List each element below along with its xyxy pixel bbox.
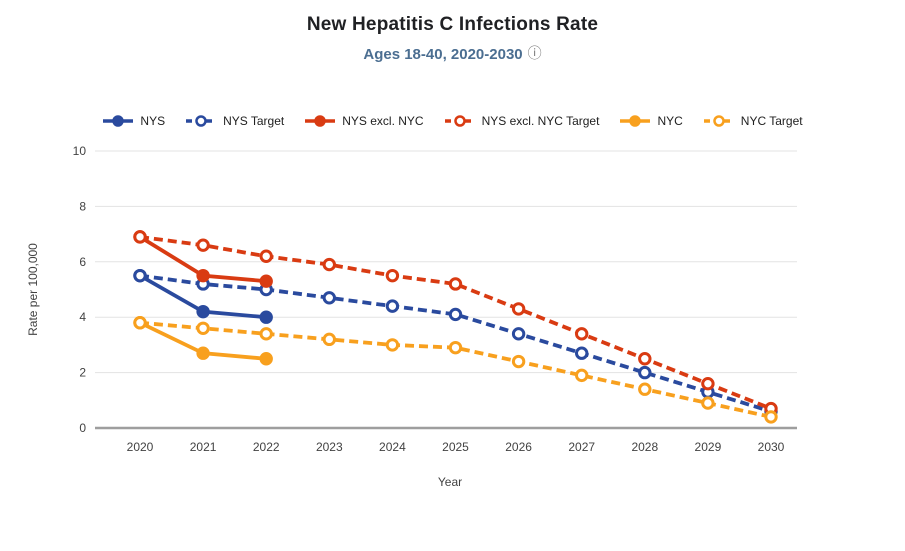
data-point-nys-excl-nyc-target: [385, 268, 400, 283]
legend-item-nys[interactable]: NYS: [102, 114, 165, 128]
legend-swatch-nys-excl-nyc: [305, 115, 336, 127]
data-point-nyc-target: [133, 316, 147, 330]
x-tick-label-2023: 2023: [316, 440, 343, 454]
x-axis-title: Year: [438, 475, 462, 489]
legend-swatch-nys-target: [186, 115, 217, 127]
legend-item-nys-target[interactable]: NYS Target: [185, 114, 284, 128]
data-point-nys-target: [575, 346, 589, 360]
data-point-nys-excl-nyc-target: [133, 230, 147, 244]
data-point-nys-excl-nyc: [196, 268, 210, 283]
data-point-nys-excl-nyc-target: [575, 327, 589, 341]
chart-subtitle: Ages 18-40, 2020-2030 ⓘ: [0, 43, 905, 63]
series-line-nys-target: [139, 273, 772, 414]
data-point-nys-excl-nyc-target: [638, 352, 652, 366]
y-tick-label-6: 6: [79, 255, 86, 269]
data-point-nyc-target: [385, 338, 400, 352]
subtitle-text: Ages 18-40, 2020-2030: [363, 46, 523, 63]
series-line-nys-excl-nyc-target: [139, 235, 772, 411]
data-point-nys: [196, 304, 210, 319]
data-point-nys-target: [511, 327, 526, 341]
x-tick-label-2028: 2028: [631, 440, 658, 454]
legend-item-nyc-target[interactable]: NYC Target: [703, 114, 803, 128]
x-tick-label-2024: 2024: [379, 440, 406, 454]
legend-item-nys-excl-nyc-target[interactable]: NYS excl. NYC Target: [444, 114, 600, 128]
x-tick-label-2020: 2020: [127, 440, 154, 454]
y-tick-label-0: 0: [79, 421, 86, 435]
legend-item-nys-excl-nyc[interactable]: NYS excl. NYC: [304, 114, 424, 128]
data-point-nyc-target: [448, 340, 463, 355]
data-point-nys: [259, 310, 273, 324]
data-point-nys-target: [322, 291, 336, 305]
x-tick-label-2022: 2022: [253, 440, 280, 454]
data-point-nys-excl-nyc-target: [511, 302, 526, 316]
legend-label-nyc: NYC: [657, 114, 683, 128]
data-point-nys-excl-nyc-target: [701, 376, 715, 391]
data-point-nys-excl-nyc-target: [322, 257, 336, 272]
data-point-nyc-target: [764, 410, 778, 424]
data-point-nyc: [259, 352, 273, 366]
data-point-nyc-target: [575, 368, 589, 383]
legend-swatch-nys-excl-nyc-target: [444, 115, 475, 127]
chart-legend: NYS NYS Target NYS excl. NYC NYS excl. NYC …: [0, 114, 905, 128]
x-tick-label-2026: 2026: [505, 440, 532, 454]
legend-label-nys-excl-nyc-target: NYS excl. NYC Target: [481, 114, 600, 128]
legend-swatch-nyc: [620, 115, 651, 127]
data-point-nyc-target: [259, 327, 273, 341]
data-point-nyc-target: [322, 332, 336, 347]
legend-label-nys: NYS: [140, 114, 166, 128]
data-point-nys-target: [448, 307, 463, 322]
legend-swatch-nyc-target: [703, 115, 734, 127]
legend-swatch-nys: [103, 115, 134, 127]
data-point-nys-excl-nyc-target: [259, 249, 273, 263]
data-point-nys-excl-nyc: [259, 274, 273, 288]
legend-item-nyc[interactable]: NYC: [619, 114, 683, 128]
x-tick-label-2027: 2027: [568, 440, 595, 454]
data-point-nys-target: [638, 365, 652, 380]
y-axis-title: Rate per 100,000: [26, 243, 40, 336]
info-icon[interactable]: ⓘ: [527, 45, 542, 61]
legend-label-nys-target: NYS Target: [223, 114, 285, 128]
x-tick-label-2025: 2025: [442, 440, 469, 454]
data-point-nys-excl-nyc-target: [448, 277, 463, 291]
x-tick-label-2021: 2021: [190, 440, 217, 454]
legend-label-nyc-target: NYC Target: [740, 114, 803, 128]
series-line-nyc-target: [139, 320, 772, 419]
data-point-nyc-target: [638, 382, 652, 396]
y-tick-label-10: 10: [73, 144, 87, 158]
data-point-nys-target: [133, 268, 147, 283]
y-tick-label-2: 2: [79, 366, 86, 380]
data-point-nyc-target: [196, 321, 210, 335]
data-point-nyc-target: [701, 396, 715, 410]
data-point-nyc-target: [511, 354, 526, 369]
x-tick-label-2030: 2030: [758, 440, 785, 454]
y-tick-label-4: 4: [79, 310, 86, 324]
data-point-nys-excl-nyc-target: [196, 238, 210, 252]
page-title: New Hepatitis C Infections Rate: [306, 14, 599, 35]
legend-label-nys-excl-nyc: NYS excl. NYC: [342, 114, 424, 128]
data-point-nys-target: [385, 299, 400, 313]
data-point-nyc: [196, 346, 210, 360]
x-tick-label-2029: 2029: [695, 440, 722, 454]
y-tick-label-8: 8: [79, 199, 86, 213]
